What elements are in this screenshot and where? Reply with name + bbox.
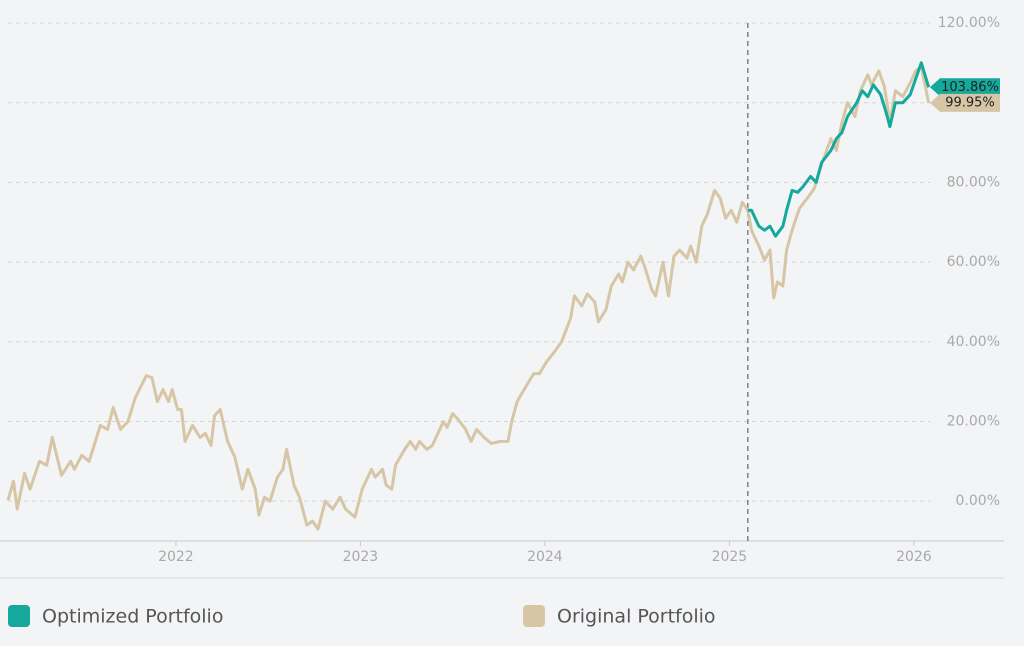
- x-tick-label: 2025: [712, 549, 748, 565]
- end-label: 103.86%: [941, 80, 999, 95]
- x-tick-label: 2023: [343, 549, 379, 565]
- series-line: [747, 61, 931, 238]
- series-line: [6, 65, 931, 531]
- end-tag: [930, 93, 1000, 112]
- x-tick-label: 2026: [896, 549, 932, 565]
- x-tick-label: 2022: [158, 549, 194, 565]
- y-tick-label: 60.00%: [947, 254, 1000, 270]
- y-tick-label: 40.00%: [947, 334, 1000, 350]
- legend-swatch: [8, 605, 30, 627]
- y-tick-label: 80.00%: [947, 174, 1000, 190]
- legend-swatch: [523, 605, 545, 627]
- y-tick-label: 20.00%: [947, 413, 1000, 429]
- x-tick-label: 2024: [527, 549, 563, 565]
- end-label: 99.95%: [945, 95, 995, 110]
- y-tick-label: 120.00%: [938, 15, 1000, 31]
- legend-label: Original Portfolio: [557, 606, 716, 628]
- y-tick-label: 0.00%: [956, 493, 1000, 509]
- end-tag: [930, 78, 1000, 97]
- legend-label: Optimized Portfolio: [42, 606, 223, 628]
